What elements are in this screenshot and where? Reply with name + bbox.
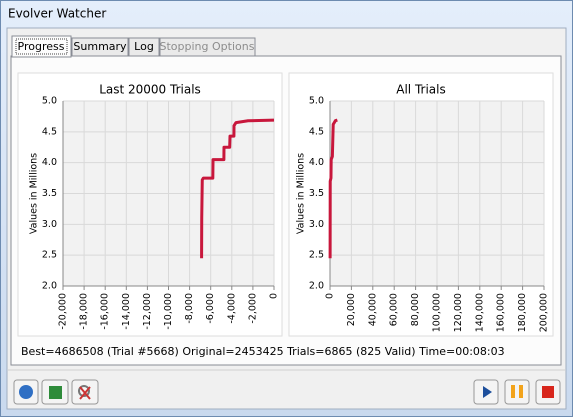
toolbar xyxy=(13,379,561,405)
y-tick-label: 5.0 xyxy=(309,96,324,107)
x-tick-label: 40,000 xyxy=(367,293,378,326)
tab-label[interactable]: Log xyxy=(134,40,154,53)
focus-rect xyxy=(15,38,68,55)
y-tick-label: 4.5 xyxy=(309,126,324,137)
x-tick-label: -16,000 xyxy=(100,293,111,330)
pause-button[interactable] xyxy=(504,379,530,405)
x-tick-label: 80,000 xyxy=(410,293,421,326)
y-tick-label: 3.0 xyxy=(42,219,57,230)
tab[interactable] xyxy=(71,37,129,57)
tab[interactable] xyxy=(128,37,160,57)
x-tick-label: -12,000 xyxy=(142,293,153,330)
x-tick-label: 100,000 xyxy=(432,293,443,332)
x-tick-label: 0 xyxy=(269,293,280,299)
y-tick-label: 3.5 xyxy=(42,188,57,199)
x-tick-label: -6,000 xyxy=(205,293,216,324)
x-tick-label: -10,000 xyxy=(163,293,174,330)
y-tick-label: 2.5 xyxy=(42,250,57,261)
y-tick-label: 4.5 xyxy=(42,126,57,137)
tab-label[interactable]: Summary xyxy=(73,40,127,53)
x-tick-label: 180,000 xyxy=(517,293,528,332)
x-tick-label: 60,000 xyxy=(389,293,400,326)
y-tick-label: 4.0 xyxy=(42,157,57,168)
reset-icon xyxy=(78,385,90,397)
tab-label: Stopping Options xyxy=(160,40,255,53)
y-tick-label: 3.5 xyxy=(309,188,324,199)
series-line xyxy=(200,118,275,259)
y-tick-label: 4.0 xyxy=(309,157,324,168)
y-tick-label: 2.0 xyxy=(309,281,324,292)
run-icon xyxy=(483,386,492,398)
x-tick-label: 0 xyxy=(325,293,336,299)
tab xyxy=(159,37,256,57)
pause-icon xyxy=(511,385,515,398)
x-tick-label: 140,000 xyxy=(474,293,485,332)
y-axis-label: Values in Millions xyxy=(296,153,307,234)
x-tick-label: -8,000 xyxy=(184,293,195,324)
x-tick-label: -14,000 xyxy=(121,293,132,330)
x-tick-label: -18,000 xyxy=(79,293,90,330)
status-text: Best=4686508 (Trial #5668) Original=2453… xyxy=(21,345,505,358)
help-icon xyxy=(19,385,33,399)
x-tick-label: 20,000 xyxy=(346,293,357,326)
x-tick-label: 120,000 xyxy=(453,293,464,332)
y-tick-label: 2.5 xyxy=(309,250,324,261)
y-tick-label: 3.0 xyxy=(309,219,324,230)
stop-icon xyxy=(542,386,554,398)
pause-icon xyxy=(519,385,523,398)
x-tick-label: -4,000 xyxy=(226,293,237,324)
y-tick-label: 5.0 xyxy=(42,96,57,107)
y-axis-label: Values in Millions xyxy=(29,153,40,234)
y-tick-label: 2.0 xyxy=(42,281,57,292)
x-tick-label: 160,000 xyxy=(496,293,507,332)
excel-icon xyxy=(49,386,62,399)
reset-x xyxy=(79,386,91,400)
x-tick-label: -2,000 xyxy=(247,293,258,324)
tab[interactable] xyxy=(11,35,72,58)
chart-title: Last 20000 Trials xyxy=(99,83,201,97)
tab-label[interactable]: Progress xyxy=(18,40,65,53)
x-tick-label: -20,000 xyxy=(58,293,69,330)
x-tick-label: 200,000 xyxy=(539,293,550,332)
chart-title: All Trials xyxy=(396,83,445,97)
window-title: Evolver Watcher xyxy=(8,7,106,21)
series-line xyxy=(328,118,338,259)
